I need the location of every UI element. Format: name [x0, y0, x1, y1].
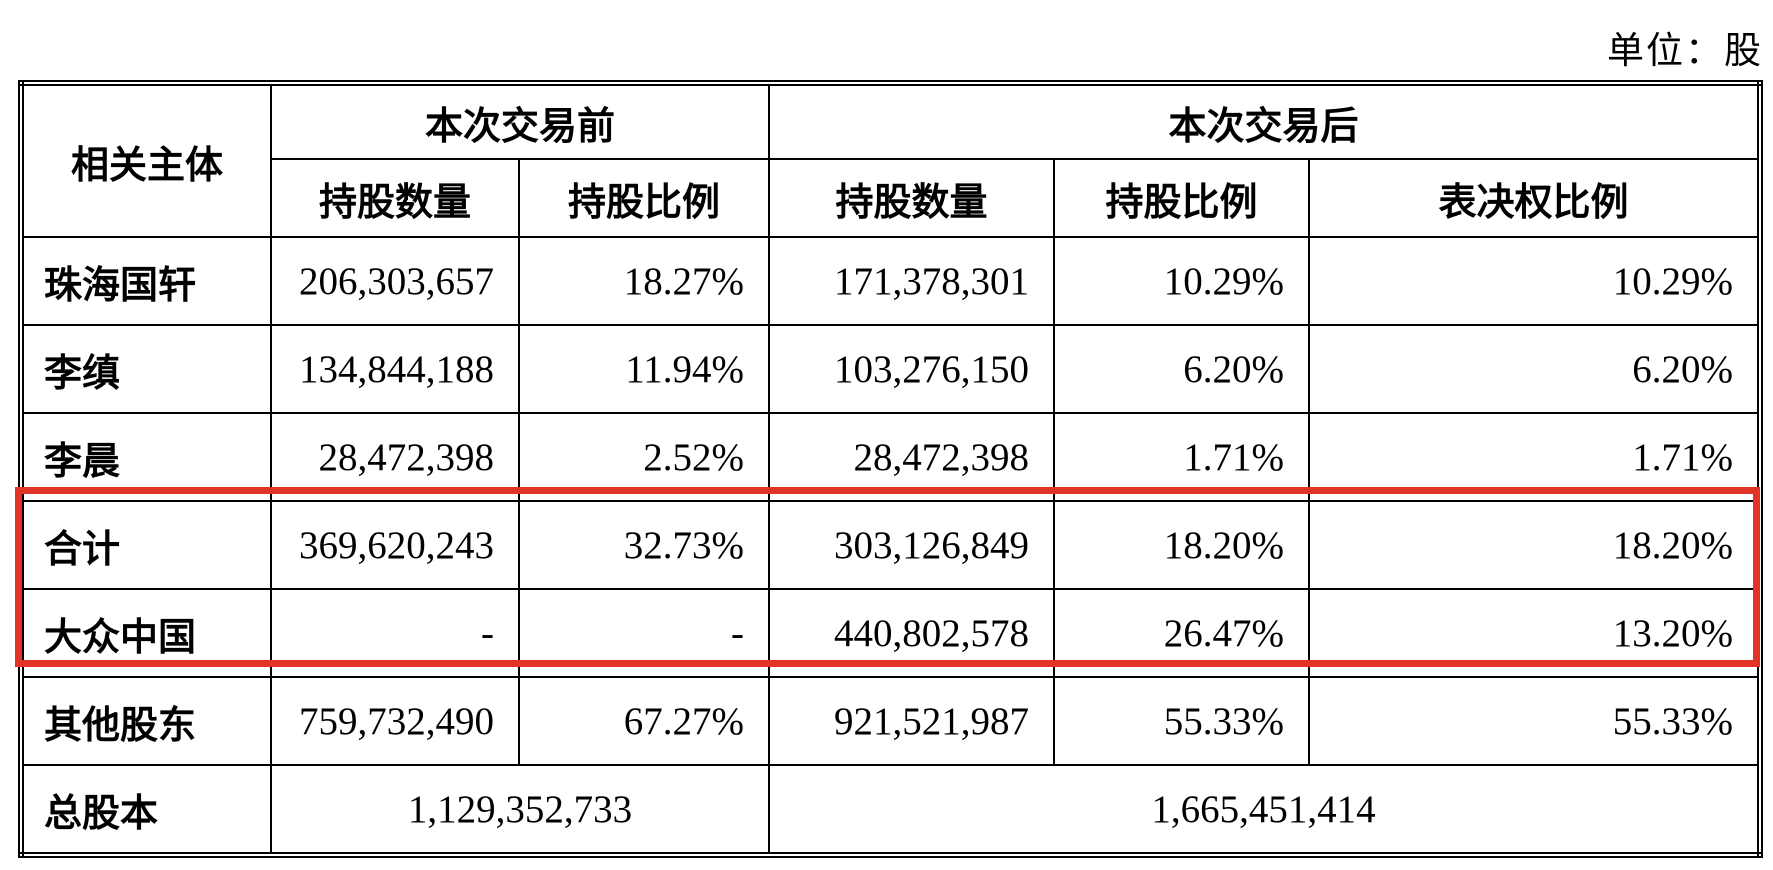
shareholding-table: 相关主体 本次交易前 本次交易后 持股数量 持股比例 持股数量 持股比例 表决权… [18, 80, 1764, 858]
col-header-entity: 相关主体 [20, 82, 272, 238]
cell-post-ratio: 55.33% [1053, 676, 1311, 766]
cell-post-ratio: 1.71% [1053, 412, 1311, 502]
table-row-total: 总股本 1,129,352,733 1,665,451,414 [20, 764, 1762, 856]
cell-post-voting: 13.20% [1308, 588, 1762, 678]
col-header-post-voting: 表决权比例 [1308, 158, 1762, 238]
cell-entity: 其他股东 [20, 676, 272, 766]
table-row: 李晨 28,472,398 2.52% 28,472,398 1.71% 1.7… [20, 412, 1762, 502]
cell-entity: 珠海国轩 [20, 236, 272, 326]
cell-post-voting: 18.20% [1308, 500, 1762, 590]
cell-post-ratio: 10.29% [1053, 236, 1311, 326]
cell-pre-ratio: 2.52% [517, 412, 771, 502]
cell-post-voting: 10.29% [1308, 236, 1762, 326]
cell-pre-shares: - [270, 588, 520, 678]
cell-post-voting: 55.33% [1308, 676, 1762, 766]
cell-pre-ratio: 67.27% [517, 676, 771, 766]
cell-pre-shares: 369,620,243 [270, 500, 520, 590]
header-row-groups: 相关主体 本次交易前 本次交易后 [20, 82, 1762, 238]
cell-post-total: 1,665,451,414 [768, 764, 1762, 856]
cell-pre-ratio: - [517, 588, 771, 678]
cell-post-voting: 6.20% [1308, 324, 1762, 414]
cell-post-shares: 171,378,301 [768, 236, 1056, 326]
cell-entity: 大众中国 [20, 588, 272, 678]
cell-post-shares: 103,276,150 [768, 324, 1056, 414]
table-row-subtotal: 合计 369,620,243 32.73% 303,126,849 18.20%… [20, 500, 1762, 590]
cell-pre-shares: 28,472,398 [270, 412, 520, 502]
cell-post-ratio: 6.20% [1053, 324, 1311, 414]
cell-pre-shares: 206,303,657 [270, 236, 520, 326]
cell-entity: 李缜 [20, 324, 272, 414]
cell-pre-ratio: 11.94% [517, 324, 771, 414]
cell-entity: 李晨 [20, 412, 272, 502]
cell-pre-shares: 134,844,188 [270, 324, 520, 414]
table-row: 李缜 134,844,188 11.94% 103,276,150 6.20% … [20, 324, 1762, 414]
cell-pre-ratio: 32.73% [517, 500, 771, 590]
col-header-pre-ratio: 持股比例 [517, 158, 771, 238]
cell-post-voting: 1.71% [1308, 412, 1762, 502]
cell-post-shares: 303,126,849 [768, 500, 1056, 590]
col-header-before-group: 本次交易前 [269, 82, 771, 160]
cell-pre-ratio: 18.27% [517, 236, 771, 326]
table-row: 珠海国轩 206,303,657 18.27% 171,378,301 10.2… [20, 236, 1762, 326]
header-row-subcols: 持股数量 持股比例 持股数量 持股比例 表决权比例 [21, 158, 1762, 238]
table-row: 其他股东 759,732,490 67.27% 921,521,987 55.3… [20, 676, 1762, 766]
unit-label: 单位：股 [1607, 31, 1763, 72]
cell-post-shares: 440,802,578 [768, 588, 1056, 678]
cell-pre-total: 1,129,352,733 [269, 764, 771, 856]
cell-post-shares: 28,472,398 [768, 412, 1056, 502]
col-header-post-shares: 持股数量 [768, 158, 1056, 238]
col-header-pre-shares: 持股数量 [270, 158, 520, 238]
col-header-after-group: 本次交易后 [768, 82, 1762, 160]
cell-entity: 总股本 [20, 764, 272, 856]
cell-post-shares: 921,521,987 [768, 676, 1056, 766]
cell-pre-shares: 759,732,490 [270, 676, 520, 766]
cell-entity: 合计 [20, 500, 272, 590]
col-header-post-ratio: 持股比例 [1053, 158, 1311, 238]
cell-post-ratio: 18.20% [1053, 500, 1311, 590]
table-row: 大众中国 - - 440,802,578 26.47% 13.20% [20, 588, 1762, 678]
cell-post-ratio: 26.47% [1053, 588, 1311, 678]
